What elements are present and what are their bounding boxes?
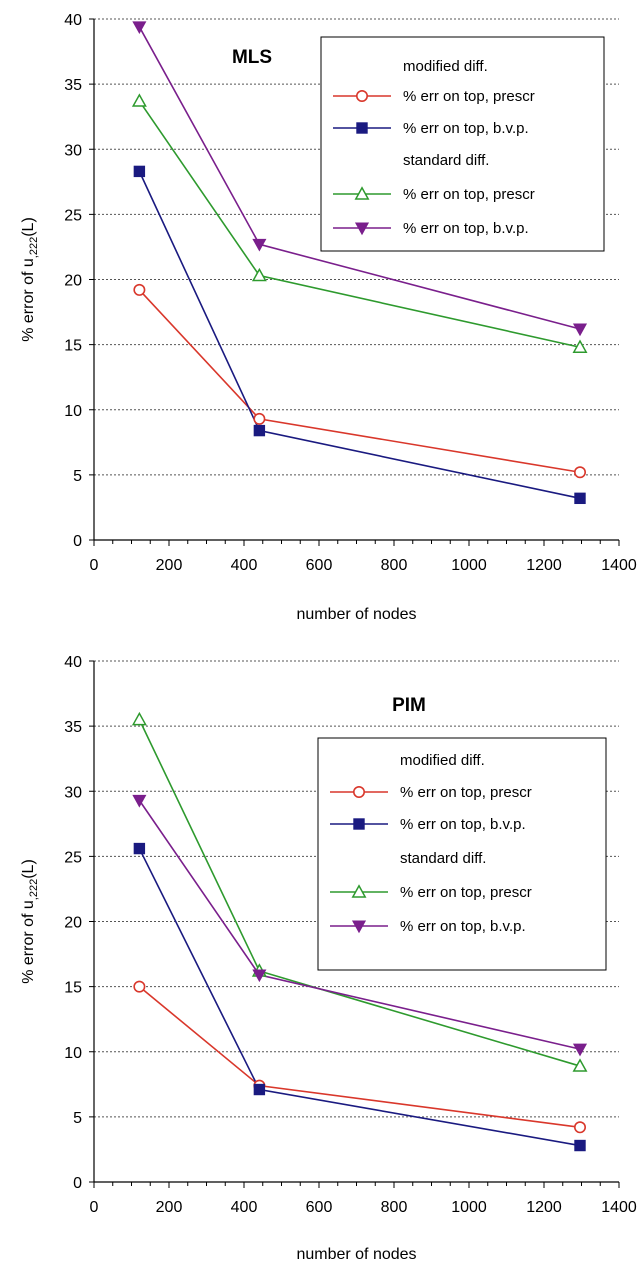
y-tick-label-40: 40 [64,12,82,29]
x-tick-label-600: 600 [306,1199,333,1216]
chart-title: MLS [232,47,272,68]
x-tick-label-1200: 1200 [526,557,562,574]
y-axis-title-tail: (L) [20,217,37,237]
y-tick-label-20: 20 [64,273,82,290]
x-axis-title: number of nodes [296,1246,416,1263]
y-tick-label-0: 0 [73,1175,82,1192]
data-point-s1-2 [574,1139,586,1152]
data-point-s3-1 [252,238,267,252]
data-point-s1-0 [133,842,146,855]
legend-box [317,737,607,971]
legend-marker-3 [354,222,370,236]
data-point-s0-0 [133,980,146,993]
legend-marker-2 [354,186,370,200]
legend-label-0: % err on top, prescr [400,784,532,801]
legend-label-1: % err on top, b.v.p. [403,120,529,137]
x-tick-label-1000: 1000 [451,557,487,574]
y-axis-title-tail: (L) [20,859,37,879]
y-tick-label-0: 0 [73,533,82,550]
y-tick-label-25: 25 [64,207,82,224]
data-point-s0-0 [133,283,146,296]
y-tick-label-10: 10 [64,403,82,420]
y-axis-title-subscript: ,222 [28,879,40,900]
y-tick-label-40: 40 [64,654,82,671]
y-tick-label-35: 35 [64,77,82,94]
y-tick-label-30: 30 [64,784,82,801]
legend-marker-2 [351,884,367,898]
legend: modified diff. % err on top, prescr % err … [317,737,607,971]
legend: modified diff. % err on top, prescr % err … [320,36,605,252]
data-point-s0-2 [573,466,586,479]
legend-label-0: % err on top, prescr [403,88,535,105]
series-line-0 [138,289,581,474]
data-point-s2-1 [251,267,267,282]
legend-marker-1 [356,122,368,134]
data-point-s3-0 [132,21,147,35]
y-axis-title: % error of u,222(L) [20,859,40,984]
data-point-s0-2 [573,1121,586,1134]
data-point-s3-1 [252,969,267,983]
legend-marker-1 [353,818,365,830]
y-axis-title: % error of u,222(L) [20,217,40,342]
data-point-s1-0 [133,165,146,178]
legend-group-header-0: modified diff. [400,752,485,769]
y-axis-title-subscript: ,222 [28,237,40,258]
legend-label-1: % err on top, b.v.p. [400,816,526,833]
x-tick-label-1400: 1400 [601,557,637,574]
x-tick-label-600: 600 [306,557,333,574]
legend-label-2: % err on top, prescr [403,186,535,203]
x-tick-label-0: 0 [90,1199,99,1216]
data-point-s2-2 [572,1058,588,1072]
x-tick-label-1000: 1000 [451,1199,487,1216]
x-tick-label-400: 400 [231,1199,258,1216]
x-tick-label-200: 200 [156,557,183,574]
data-point-s3-0 [132,794,147,808]
data-point-s1-2 [574,492,586,505]
legend-label-3: % err on top, b.v.p. [400,918,526,935]
legend-marker-3 [351,920,367,934]
series-line-0 [138,986,581,1129]
legend-marker-0 [352,785,365,798]
y-tick-label-5: 5 [73,1110,82,1127]
y-tick-label-35: 35 [64,719,82,736]
legend-marker-0 [355,90,368,103]
data-point-s3-2 [572,1043,588,1057]
y-tick-label-10: 10 [64,1045,82,1062]
y-axis-title-main: % error of u [20,900,37,984]
legend-box [320,36,605,252]
x-tick-label-1200: 1200 [526,1199,562,1216]
data-point-s3-2 [572,323,588,337]
x-tick-label-200: 200 [156,1199,183,1216]
legend-label-2: % err on top, prescr [400,884,532,901]
chart-title: PIM [392,695,426,716]
y-tick-label-15: 15 [64,338,82,355]
y-tick-label-15: 15 [64,980,82,997]
data-point-s0-1 [253,412,266,425]
data-point-s1-1 [253,424,266,437]
data-point-s2-0 [131,93,147,107]
x-tick-label-400: 400 [231,557,258,574]
legend-label-3: % err on top, b.v.p. [403,220,529,237]
legend-group-header-3: standard diff. [403,152,489,169]
x-tick-label-800: 800 [381,1199,408,1216]
legend-group-header-3: standard diff. [400,850,486,867]
y-tick-label-30: 30 [64,142,82,159]
data-point-s2-2 [572,339,588,353]
x-tick-label-0: 0 [90,557,99,574]
y-tick-label-25: 25 [64,849,82,866]
x-tick-label-800: 800 [381,557,408,574]
y-tick-label-5: 5 [73,468,82,485]
data-point-s1-1 [253,1083,266,1096]
y-tick-label-20: 20 [64,915,82,932]
legend-group-header-0: modified diff. [403,58,488,75]
x-axis-title: number of nodes [296,606,416,623]
y-axis-title-main: % error of u [20,258,37,342]
x-tick-label-1400: 1400 [601,1199,637,1216]
data-point-s2-0 [131,711,147,726]
